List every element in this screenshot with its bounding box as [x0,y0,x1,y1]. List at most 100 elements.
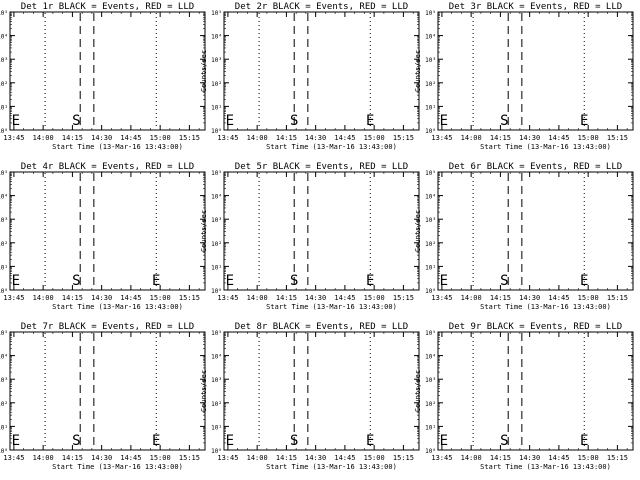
y-tick-label: 10¹ [0,424,8,431]
marker-e: E [366,273,374,289]
x-tick-label: 14:00 [33,454,54,462]
x-tick-label: 14:00 [33,294,54,302]
y-tick-label: 10⁴ [211,34,222,41]
chart-title: Det 1r BLACK = Events, RED = LLD [21,2,194,12]
x-tick-label: 14:30 [305,134,326,142]
y-tick-label: 10⁵ [211,10,222,17]
y-tick-label: 10⁴ [0,34,8,41]
chart-panel-7: Det 7r BLACK = Events, RED = LLD 10⁰ 10¹ 10… [0,322,205,471]
y-tick-label: 10³ [425,57,436,64]
x-tick-label: 14:00 [247,454,268,462]
y-tick-label: 10¹ [0,104,8,111]
x-tick-label: 15:15 [179,454,200,462]
y-tick-label: 10¹ [211,424,222,431]
marker-s: S [290,273,298,289]
chart-title: Det 7r BLACK = Events, RED = LLD [21,322,194,332]
x-tick-label: 15:15 [393,134,414,142]
y-tick-label: 10⁵ [211,170,222,177]
y-tick-label: 10⁵ [0,10,8,17]
x-tick-label: 14:45 [548,454,569,462]
y-tick-label: 10⁴ [425,354,436,361]
chart-panel-2: Det 2r BLACK = Events, RED = LLD10⁰10¹10… [200,2,419,151]
plot-frame [224,332,419,450]
x-tick-label: 15:15 [393,294,414,302]
y-tick-label: 10² [0,81,8,88]
y-tick-label: 10³ [425,377,436,384]
x-tick-label: 14:45 [548,294,569,302]
x-tick-label: 15:00 [578,294,599,302]
y-axis-label: Counts/sec [200,370,208,412]
x-tick-label: 15:00 [364,134,385,142]
x-tick-label: 14:45 [120,294,141,302]
x-axis-label: Start Time (13-Mar-16 13:43:00) [266,463,397,471]
x-tick-label: 14:30 [519,294,540,302]
marker-s: S [290,433,298,449]
x-tick-label: 15:00 [578,454,599,462]
y-tick-label: 10⁴ [0,194,8,201]
x-tick-label: 14:15 [276,294,297,302]
y-tick-label: 10⁵ [425,10,436,17]
marker-s: S [72,273,80,289]
y-tick-label: 10⁵ [0,330,8,337]
y-tick-label: 10² [0,401,8,408]
x-tick-label: 15:00 [364,454,385,462]
x-tick-label: 14:15 [490,134,511,142]
y-tick-label: 10¹ [211,104,222,111]
x-tick-label: 14:15 [276,134,297,142]
x-tick-label: 14:15 [490,294,511,302]
x-tick-label: 14:00 [461,134,482,142]
y-tick-label: 10³ [211,57,222,64]
chart-title: Det 5r BLACK = Events, RED = LLD [235,162,408,172]
x-tick-label: 15:15 [607,294,628,302]
x-tick-label: 14:30 [91,454,112,462]
marker-e: E [152,433,160,449]
y-tick-label: 10³ [0,217,8,224]
marker-s: S [72,433,80,449]
x-axis-label: Start Time (13-Mar-16 13:43:00) [52,303,183,311]
x-tick-label: 15:15 [607,134,628,142]
marker-e: E [226,113,234,129]
x-tick-label: 14:45 [548,134,569,142]
y-tick-label: 10² [211,241,222,248]
x-tick-label: 13:45 [431,454,452,462]
y-tick-label: 10⁴ [425,194,436,201]
y-axis-label: Counts/sec [414,370,422,412]
x-tick-label: 15:00 [150,294,171,302]
y-tick-label: 10³ [211,217,222,224]
y-tick-label: 10⁴ [211,194,222,201]
marker-e: E [226,433,234,449]
x-axis-label: Start Time (13-Mar-16 13:43:00) [266,143,397,151]
x-tick-label: 14:30 [305,454,326,462]
y-tick-label: 10² [0,241,8,248]
marker-e: E [366,113,374,129]
plot-frame [438,172,633,290]
x-tick-label: 14:45 [334,454,355,462]
plot-frame [438,332,633,450]
y-tick-label: 10³ [425,217,436,224]
y-tick-label: 10² [425,81,436,88]
y-axis-label: Counts/sec [414,50,422,92]
y-tick-label: 10⁴ [0,354,8,361]
marker-e: E [580,433,588,449]
x-tick-label: 15:15 [179,134,200,142]
chart-title: Det 9r BLACK = Events, RED = LLD [449,322,622,332]
x-tick-label: 14:45 [334,134,355,142]
marker-s: S [290,113,298,129]
x-tick-label: 15:00 [578,134,599,142]
y-axis-label: Counts/sec [414,210,422,252]
x-tick-label: 14:15 [490,454,511,462]
chart-panel-8: Det 8r BLACK = Events, RED = LLD10⁰10¹10… [200,322,419,471]
x-tick-label: 15:15 [607,454,628,462]
y-tick-label: 10⁵ [425,330,436,337]
y-tick-label: 10² [211,81,222,88]
marker-e: E [440,113,448,129]
y-tick-label: 10³ [0,377,8,384]
y-tick-label: 10² [425,401,436,408]
chart-title: Det 3r BLACK = Events, RED = LLD [449,2,622,12]
x-tick-label: 14:30 [91,134,112,142]
y-tick-label: 10⁵ [0,170,8,177]
chart-panel-4: Det 4r BLACK = Events, RED = LLD10⁰10¹10… [0,162,205,311]
plot-frame [438,12,633,130]
marker-s: S [500,113,508,129]
